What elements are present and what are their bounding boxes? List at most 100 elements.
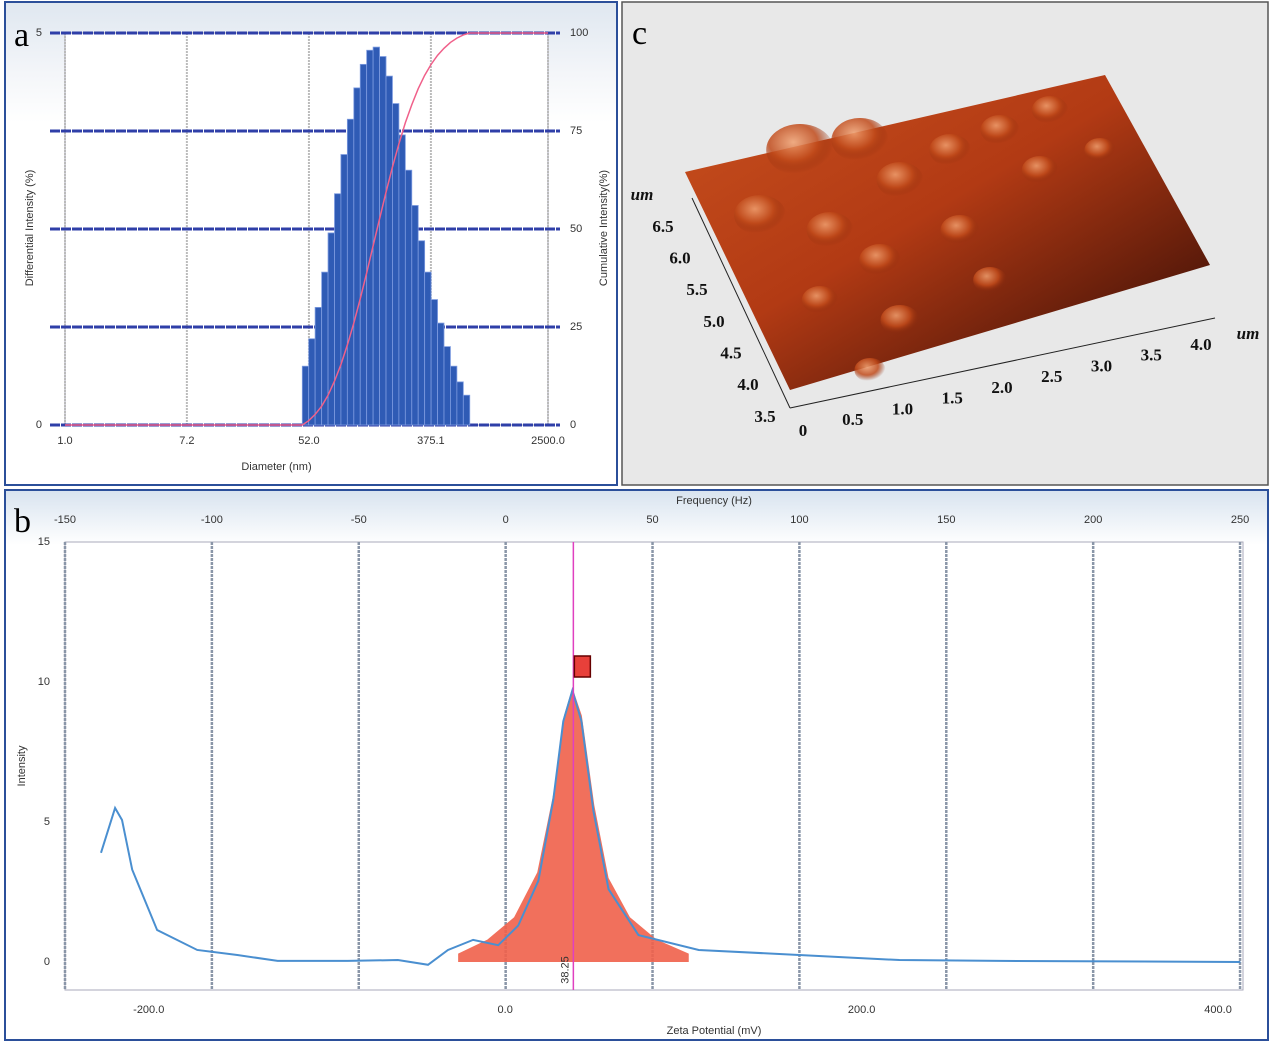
x-axis-line: [789, 317, 1216, 409]
bar: [385, 75, 393, 426]
y2-tick-label: 75: [570, 125, 582, 137]
y-tick-label: 4.5: [720, 344, 741, 363]
y-tick-label: 5: [44, 816, 50, 828]
bar: [327, 232, 335, 426]
y-axis-label: um: [631, 185, 654, 204]
x-tick-label: 3.0: [1091, 356, 1112, 375]
bar: [308, 338, 316, 426]
bar: [398, 134, 406, 426]
y-tick-label: 5.5: [686, 280, 707, 299]
cumulative-line: [65, 32, 548, 426]
y-axis-label: Intensity: [16, 745, 28, 786]
x2-tick-label: 200: [1084, 514, 1102, 526]
surface-bump: [880, 305, 920, 335]
surface-bump: [1031, 96, 1069, 124]
x-tick-label: 3.5: [1141, 346, 1162, 365]
y-tick-label: 0: [44, 956, 50, 968]
y2-tick-label: 50: [570, 223, 582, 235]
y-tick-label: 10: [38, 676, 50, 688]
x-tick-label: 2500.0: [531, 435, 565, 447]
surface-bump: [854, 358, 886, 382]
surface-bump: [734, 195, 786, 235]
x-tick-label: 1.0: [892, 399, 913, 418]
y-axis-label: Differential Intensity (%): [24, 170, 36, 287]
x-tick-label: 1.5: [942, 389, 963, 408]
x-tick-label: 4.0: [1190, 335, 1211, 354]
bar: [301, 365, 310, 426]
y-axis-line: [691, 197, 791, 409]
bar: [372, 46, 380, 426]
x2-tick-label: 150: [937, 514, 955, 526]
x2-tick-label: 50: [646, 514, 658, 526]
x-tick-label: -200.0: [133, 1004, 164, 1016]
surface-bump: [1084, 138, 1116, 162]
peak-marker: [573, 655, 592, 678]
intensity-line: [100, 686, 1241, 966]
bar: [462, 394, 471, 426]
x2-axis-label: Frequency (Hz): [676, 495, 752, 507]
y2-tick-label: 25: [570, 321, 582, 333]
x-tick-label: 0.5: [842, 410, 863, 429]
x2-tick-label: 100: [790, 514, 808, 526]
x-tick-label: 7.2: [179, 435, 194, 447]
bar: [346, 118, 355, 426]
x-tick-label: 2.5: [1041, 367, 1062, 386]
x2-tick-label: -150: [54, 514, 76, 526]
surface-bump: [940, 215, 980, 245]
bar: [359, 63, 368, 426]
peak-value-label: 38.25: [559, 956, 571, 984]
y-tick-label: 0: [36, 419, 42, 431]
panel-label: b: [14, 503, 31, 540]
bar: [424, 271, 432, 426]
panel-a: 1.0 7.2 52.0 375.1 2500.0 0 25 50 75 100 0 5 Diamete…: [14, 17, 610, 473]
bar: [437, 322, 445, 426]
x-axis-label: Zeta Potential (mV): [667, 1025, 762, 1037]
bar: [450, 365, 458, 426]
y-tick-label: 6.0: [669, 249, 690, 268]
x-tick-label: 400.0: [1204, 1004, 1232, 1016]
x2-tick-label: -50: [351, 514, 367, 526]
surface-bump: [766, 124, 834, 176]
surface-bump: [980, 115, 1020, 145]
y-tick-label: 3.5: [754, 407, 775, 426]
panel-label: c: [632, 15, 647, 52]
bar: [411, 205, 419, 426]
x2-tick-label: 250: [1231, 514, 1249, 526]
y-tick-label: 6.5: [652, 217, 673, 236]
y2-tick-label: 0: [570, 419, 576, 431]
y-tick-label: 5.0: [703, 312, 724, 331]
x2-tick-label: 0: [503, 514, 509, 526]
bar: [379, 56, 387, 426]
surface-bump: [831, 118, 889, 162]
surface-bump: [801, 286, 839, 314]
bar: [456, 381, 464, 426]
x-tick-label: 200.0: [848, 1004, 876, 1016]
x-tick-label: 375.1: [417, 435, 445, 447]
bar: [366, 49, 374, 426]
x-tick-label: 2.0: [991, 378, 1012, 397]
surface-bump: [1021, 156, 1059, 184]
bar: [340, 154, 348, 426]
surface-bump: [859, 244, 901, 276]
x-tick-label: 1.0: [57, 435, 72, 447]
x-tick-label: 0: [799, 421, 808, 440]
surface-bump: [876, 162, 924, 198]
surface-bump: [806, 212, 854, 248]
y2-axis-label: Cumulative Intensity(%): [598, 170, 610, 286]
x-axis-label: Diameter (nm): [241, 461, 311, 473]
x-tick-label: 0.0: [498, 1004, 513, 1016]
x-tick-label: 52.0: [298, 435, 319, 447]
bar: [430, 299, 438, 426]
y-tick-label: 5: [36, 27, 42, 39]
bar: [353, 87, 361, 426]
x-axis-label: um: [1237, 324, 1260, 343]
bar: [443, 346, 451, 426]
bar: [392, 103, 400, 426]
x2-tick-label: -100: [201, 514, 223, 526]
bar: [404, 169, 413, 426]
bar: [334, 193, 342, 426]
panel-label: a: [14, 17, 29, 54]
surface-bump: [929, 134, 971, 166]
surface-bump: [973, 267, 1007, 293]
